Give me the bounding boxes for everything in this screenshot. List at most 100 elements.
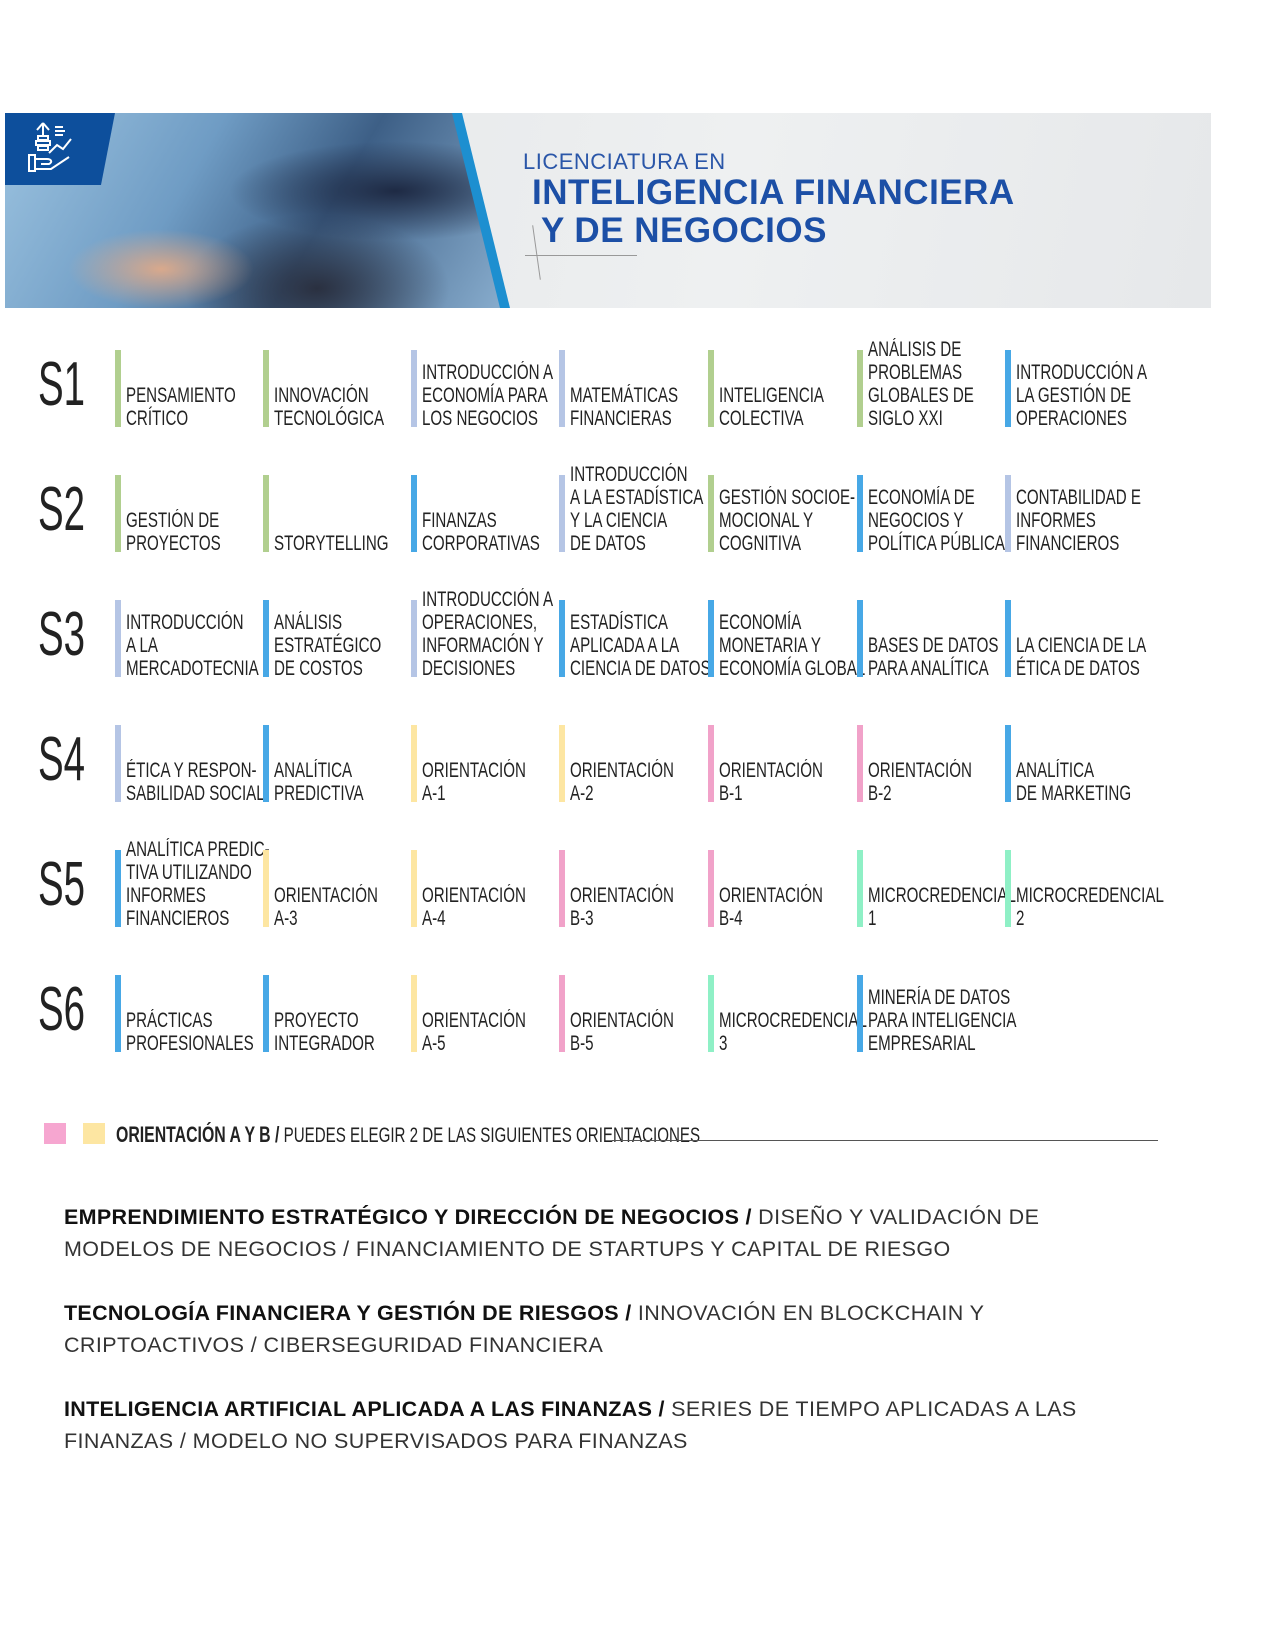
course-name: INNOVACIÓN TECNOLÓGICA xyxy=(274,384,385,430)
course-color-bar xyxy=(708,850,714,927)
course-name: ANÁLISIS ESTRATÉGICO DE COSTOS xyxy=(274,611,382,680)
course-color-bar xyxy=(1005,850,1011,927)
course-cell: ORIENTACIÓN B-2 xyxy=(857,725,997,805)
orientation-3-title: INTELIGENCIA ARTIFICIAL APLICADA A LAS F… xyxy=(64,1397,665,1421)
course-cell: ORIENTACIÓN A-1 xyxy=(411,725,551,805)
course-cell: ORIENTACIÓN B-4 xyxy=(708,850,848,930)
legend-title: ORIENTACIÓN A Y B / xyxy=(116,1122,280,1147)
course-color-bar xyxy=(857,850,863,927)
course-cell: ORIENTACIÓN B-3 xyxy=(559,850,699,930)
course-name: GESTIÓN SOCIOE- MOCIONAL Y COGNITIVA xyxy=(719,486,856,555)
course-cell: INTRODUCCIÓN A LA MERCADOTECNIA xyxy=(115,600,259,680)
course-cell: ANALÍTICA PREDIC- TIVA UTILIZANDO INFORM… xyxy=(115,838,270,930)
course-name: ÉTICA Y RESPON- SABILIDAD SOCIAL xyxy=(126,759,265,805)
course-cell: ANÁLISIS DE PROBLEMAS GLOBALES DE SIGLO … xyxy=(857,338,997,430)
course-cell: ORIENTACIÓN B-1 xyxy=(708,725,848,805)
course-cell: PRÁCTICAS PROFESIONALES xyxy=(115,975,255,1055)
course-cell: LA CIENCIA DE LA ÉTICA DE DATOS xyxy=(1005,600,1147,680)
course-color-bar xyxy=(263,725,269,802)
course-name: PRÁCTICAS PROFESIONALES xyxy=(126,1009,254,1055)
course-color-bar xyxy=(411,850,417,927)
title-line-3: Y DE NEGOCIOS xyxy=(541,211,827,250)
course-color-bar xyxy=(263,350,269,427)
course-color-bar xyxy=(857,350,863,427)
hand-growth-icon xyxy=(28,122,72,172)
course-color-bar xyxy=(708,475,714,552)
course-cell: ESTADÍSTICA APLICADA A LA CIENCIA DE DAT… xyxy=(559,600,711,680)
course-name: ORIENTACIÓN A-1 xyxy=(422,759,526,805)
course-name: ORIENTACIÓN B-5 xyxy=(570,1009,674,1055)
course-name: ECONOMÍA MONETARIA Y ECONOMÍA GLOBAL xyxy=(719,611,866,680)
orientation-3: INTELIGENCIA ARTIFICIAL APLICADA A LAS F… xyxy=(64,1393,1104,1457)
semester-label: S1 xyxy=(38,350,86,419)
orientation-2-detail: INNOVACIÓN EN BLOCKCHAIN Y CRIPTOACTIVOS… xyxy=(64,1301,984,1357)
semester-label: S4 xyxy=(38,725,86,794)
course-color-bar xyxy=(115,350,121,427)
course-color-bar xyxy=(115,975,121,1052)
course-color-bar xyxy=(1005,725,1011,802)
course-color-bar xyxy=(411,725,417,802)
course-color-bar xyxy=(559,475,565,552)
course-cell: MINERÍA DE DATOS PARA INTELIGENCIA EMPRE… xyxy=(857,975,1016,1055)
course-cell: ORIENTACIÓN A-5 xyxy=(411,975,551,1055)
course-cell: INTELIGENCIA COLECTIVA xyxy=(708,350,848,430)
course-cell: INTRODUCCIÓN A LA ESTADÍSTICA Y LA CIENC… xyxy=(559,463,703,555)
title-line-1: LICENCIATURA EN xyxy=(523,149,726,174)
course-color-bar xyxy=(559,850,565,927)
course-cell: MICROCREDENCIAL 2 xyxy=(1005,850,1164,930)
course-color-bar xyxy=(115,600,121,677)
course-name: ORIENTACIÓN B-2 xyxy=(868,759,972,805)
orientation-1: EMPRENDIMIENTO ESTRATÉGICO Y DIRECCIÓN D… xyxy=(64,1201,1104,1265)
course-name: ORIENTACIÓN B-4 xyxy=(719,884,823,930)
course-cell: INTRODUCCIÓN A ECONOMÍA PARA LOS NEGOCIO… xyxy=(411,350,554,430)
course-cell: PENSAMIENTO CRÍTICO xyxy=(115,350,255,430)
course-color-bar xyxy=(708,725,714,802)
course-cell: STORYTELLING xyxy=(263,475,403,555)
program-logo xyxy=(5,113,115,185)
semester-label: S6 xyxy=(38,975,86,1044)
course-color-bar xyxy=(115,475,121,552)
course-color-bar xyxy=(559,350,565,427)
course-cell: ORIENTACIÓN A-3 xyxy=(263,850,403,930)
course-cell: ANALÍTICA PREDICTIVA xyxy=(263,725,403,805)
course-name: PENSAMIENTO CRÍTICO xyxy=(126,384,236,430)
legend-description: PUEDES ELEGIR 2 DE LAS SIGUIENTES ORIENT… xyxy=(283,1124,701,1147)
course-cell: ANÁLISIS ESTRATÉGICO DE COSTOS xyxy=(263,600,403,680)
semester-label: S2 xyxy=(38,475,86,544)
course-name: INTRODUCCIÓN A LA ESTADÍSTICA Y LA CIENC… xyxy=(570,463,704,555)
course-name: INTRODUCCIÓN A OPERACIONES, INFORMACIÓN … xyxy=(422,588,554,680)
course-name: CONTABILIDAD E INFORMES FINANCIEROS xyxy=(1016,486,1141,555)
course-cell: ORIENTACIÓN B-5 xyxy=(559,975,699,1055)
course-name: BASES DE DATOS PARA ANALÍTICA xyxy=(868,634,999,680)
course-cell: ORIENTACIÓN A-4 xyxy=(411,850,551,930)
course-name: MINERÍA DE DATOS PARA INTELIGENCIA EMPRE… xyxy=(868,986,1017,1055)
course-cell: FINANZAS CORPORATIVAS xyxy=(411,475,551,555)
course-color-bar xyxy=(559,975,565,1052)
course-color-bar xyxy=(1005,600,1011,677)
course-name: INTRODUCCIÓN A ECONOMÍA PARA LOS NEGOCIO… xyxy=(422,361,554,430)
course-name: ANÁLISIS DE PROBLEMAS GLOBALES DE SIGLO … xyxy=(868,338,974,430)
course-name: INTRODUCCIÓN A LA MERCADOTECNIA xyxy=(126,611,259,680)
course-name: ANALÍTICA PREDIC- TIVA UTILIZANDO INFORM… xyxy=(126,838,270,930)
title-divider xyxy=(532,225,541,280)
course-color-bar xyxy=(857,600,863,677)
legend-swatch-a xyxy=(83,1123,105,1144)
course-color-bar xyxy=(1005,475,1011,552)
course-color-bar xyxy=(559,600,565,677)
course-color-bar xyxy=(263,475,269,552)
course-name: LA CIENCIA DE LA ÉTICA DE DATOS xyxy=(1016,634,1147,680)
course-name: MICROCREDENCIAL 2 xyxy=(1016,884,1164,930)
course-cell: ORIENTACIÓN A-2 xyxy=(559,725,699,805)
course-cell: PROYECTO INTEGRADOR xyxy=(263,975,403,1055)
course-name: ORIENTACIÓN B-1 xyxy=(719,759,823,805)
course-color-bar xyxy=(857,725,863,802)
course-name: PROYECTO INTEGRADOR xyxy=(274,1009,375,1055)
orientation-2-title: TECNOLOGÍA FINANCIERA Y GESTIÓN DE RIESG… xyxy=(64,1301,632,1325)
orientation-1-title: EMPRENDIMIENTO ESTRATÉGICO Y DIRECCIÓN D… xyxy=(64,1205,752,1229)
course-color-bar xyxy=(857,975,863,1052)
course-name: GESTIÓN DE PROYECTOS xyxy=(126,509,221,555)
course-color-bar xyxy=(263,600,269,677)
course-name: MICROCREDENCIAL 3 xyxy=(719,1009,867,1055)
course-color-bar xyxy=(115,725,121,802)
orientation-2: TECNOLOGÍA FINANCIERA Y GESTIÓN DE RIESG… xyxy=(64,1297,1104,1361)
